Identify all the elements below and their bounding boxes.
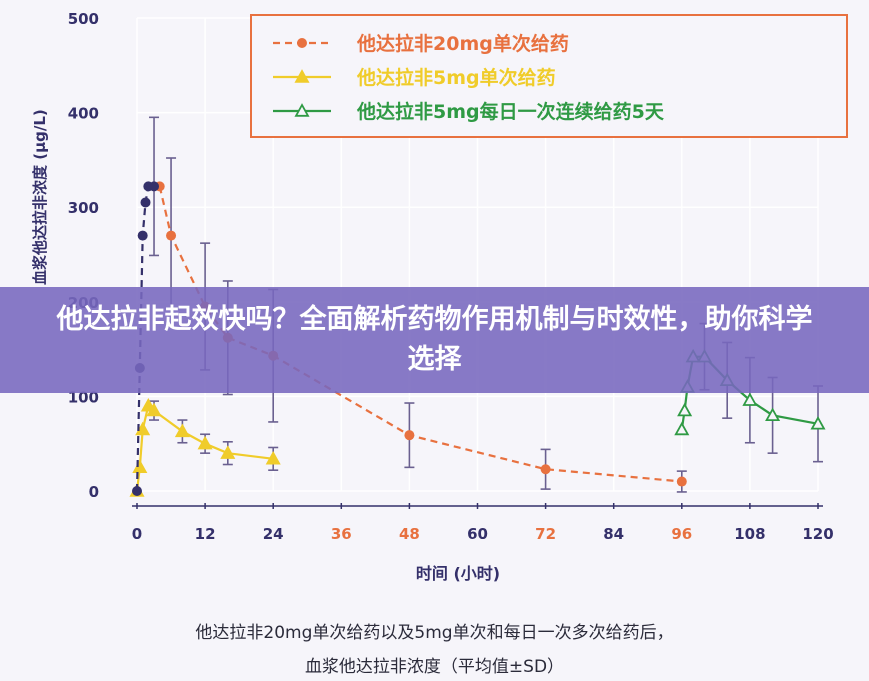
legend-box [250, 14, 848, 138]
data-point [220, 445, 236, 459]
caption-line-2: 血浆他达拉非浓度（平均值±SD） [304, 657, 565, 677]
data-point [742, 392, 758, 406]
caption-line-1: 他达拉非20mg单次给药以及5mg单次和每日一次多次给药后， [195, 623, 674, 643]
legend-marker [297, 38, 307, 48]
data-point [137, 230, 148, 241]
legend-label: 他达拉非5mg每日一次连续给药5天 [356, 100, 665, 123]
x-tick-label: 0 [132, 525, 142, 543]
data-point [404, 430, 415, 441]
data-point [765, 407, 781, 422]
y-axis-label: 血浆他达拉非浓度 (μg/L) [31, 109, 49, 285]
data-point [146, 402, 162, 417]
chart-svg: 010020030040050001224364860728496108120 … [68, 10, 848, 583]
x-tick-label: 48 [399, 525, 420, 543]
data-point [265, 450, 281, 465]
chart-axes: 010020030040050001224364860728496108120 [68, 10, 834, 543]
legend-marker [294, 69, 310, 83]
x-tick-label: 108 [734, 525, 765, 543]
x-axis-label: 时间 (小时) [416, 564, 500, 583]
data-point [135, 421, 151, 436]
banner-title: 他达拉非起效快吗？全面解析药物作用机制与时效性，助你科学选择 [56, 304, 813, 375]
data-point [166, 230, 177, 241]
title-banner: 他达拉非起效快吗？全面解析药物作用机制与时效性，助你科学选择 [0, 287, 869, 393]
x-tick-label: 60 [467, 525, 488, 543]
y-tick-label: 300 [68, 199, 99, 217]
x-tick-label: 84 [603, 525, 624, 543]
data-point [676, 476, 687, 487]
x-tick-label: 24 [263, 525, 284, 543]
legend-label: 他达拉非20mg单次给药 [356, 32, 569, 55]
y-tick-label: 0 [89, 483, 99, 501]
x-tick-label: 36 [331, 525, 352, 543]
data-point [677, 402, 693, 417]
data-point [140, 197, 151, 208]
data-point [132, 486, 142, 496]
y-tick-label: 500 [68, 10, 99, 28]
x-tick-label: 96 [671, 525, 692, 543]
legend-label: 他达拉非5mg单次给药 [356, 66, 556, 89]
x-tick-label: 120 [802, 525, 833, 543]
data-point [197, 435, 213, 450]
x-tick-label: 72 [535, 525, 556, 543]
x-tick-label: 12 [195, 525, 216, 543]
data-point [174, 423, 190, 438]
legend-marker [294, 103, 310, 117]
data-point [540, 464, 551, 475]
data-point [674, 421, 690, 436]
data-point [132, 459, 148, 474]
data-point [810, 415, 826, 430]
y-tick-label: 400 [68, 105, 99, 123]
data-point [149, 181, 160, 192]
